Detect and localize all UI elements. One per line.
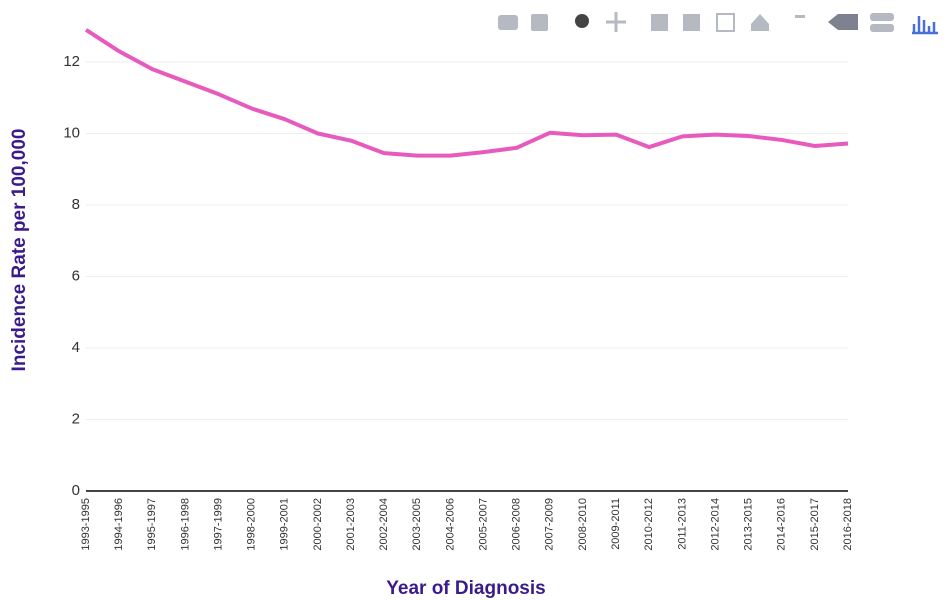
x-tick-label: 2004-2006 — [444, 498, 456, 551]
x-tick-label: 1993-1995 — [80, 498, 92, 551]
x-axis-title: Year of Diagnosis — [386, 578, 545, 599]
x-tick-label: 2002-2004 — [378, 498, 390, 551]
x-tick-label: 2011-2013 — [676, 498, 688, 550]
y-tick-label: 6 — [72, 267, 80, 284]
zoom-out-button[interactable] — [683, 14, 700, 31]
x-tick-label: 2009-2011 — [610, 498, 622, 550]
y-tick-label: 0 — [72, 482, 80, 499]
x-tick-label: 2007-2009 — [544, 498, 556, 551]
x-tick-label: 1995-1997 — [146, 498, 158, 551]
data-line — [84, 28, 849, 158]
x-tick-label: 2006-2008 — [511, 498, 523, 551]
plotly-logo[interactable] — [912, 16, 938, 35]
zoom-in-button[interactable] — [651, 14, 668, 31]
x-tick-label: 2015-2017 — [809, 498, 821, 551]
y-tick-label: 12 — [63, 53, 80, 70]
hover-closest-button[interactable] — [828, 14, 858, 30]
reset-button[interactable] — [751, 14, 769, 31]
x-tick-label: 2016-2018 — [842, 498, 854, 551]
autoscale-button[interactable] — [716, 13, 735, 32]
x-tick-label: 1998-2000 — [246, 498, 258, 551]
pan-button[interactable] — [606, 12, 626, 32]
x-tick-label: 2010-2012 — [643, 498, 655, 551]
y-tick-label: 8 — [72, 196, 80, 213]
zoom-button[interactable] — [575, 14, 589, 28]
hover-compare-button[interactable] — [870, 13, 894, 21]
x-tick-label: 2012-2014 — [709, 498, 721, 551]
y-tick-label: 2 — [72, 410, 80, 427]
spike-button[interactable] — [795, 15, 805, 18]
x-tick-label: 2014-2016 — [776, 498, 788, 551]
x-tick-label: 2001-2003 — [345, 498, 357, 551]
x-tick-label: 1997-1999 — [212, 498, 224, 551]
x-tick-label: 1994-1996 — [113, 498, 125, 551]
x-tick-label: 2000-2002 — [312, 498, 324, 551]
toolbar — [498, 12, 938, 35]
x-tick-label: 2008-2010 — [577, 498, 589, 551]
x-tick-label: 2005-2007 — [477, 498, 489, 551]
y-tick-label: 10 — [63, 124, 80, 141]
hover-compare-button-2[interactable] — [870, 24, 894, 32]
camera-button[interactable] — [498, 15, 518, 30]
save-button[interactable] — [531, 14, 548, 31]
y-axis-title: Incidence Rate per 100,000 — [9, 129, 30, 372]
x-tick-label: 1999-2001 — [279, 498, 291, 551]
x-tick-label: 2013-2015 — [743, 498, 755, 551]
y-tick-label: 4 — [72, 339, 80, 356]
x-tick-label: 2003-2005 — [411, 498, 423, 551]
x-tick-label: 1996-1998 — [179, 498, 191, 551]
